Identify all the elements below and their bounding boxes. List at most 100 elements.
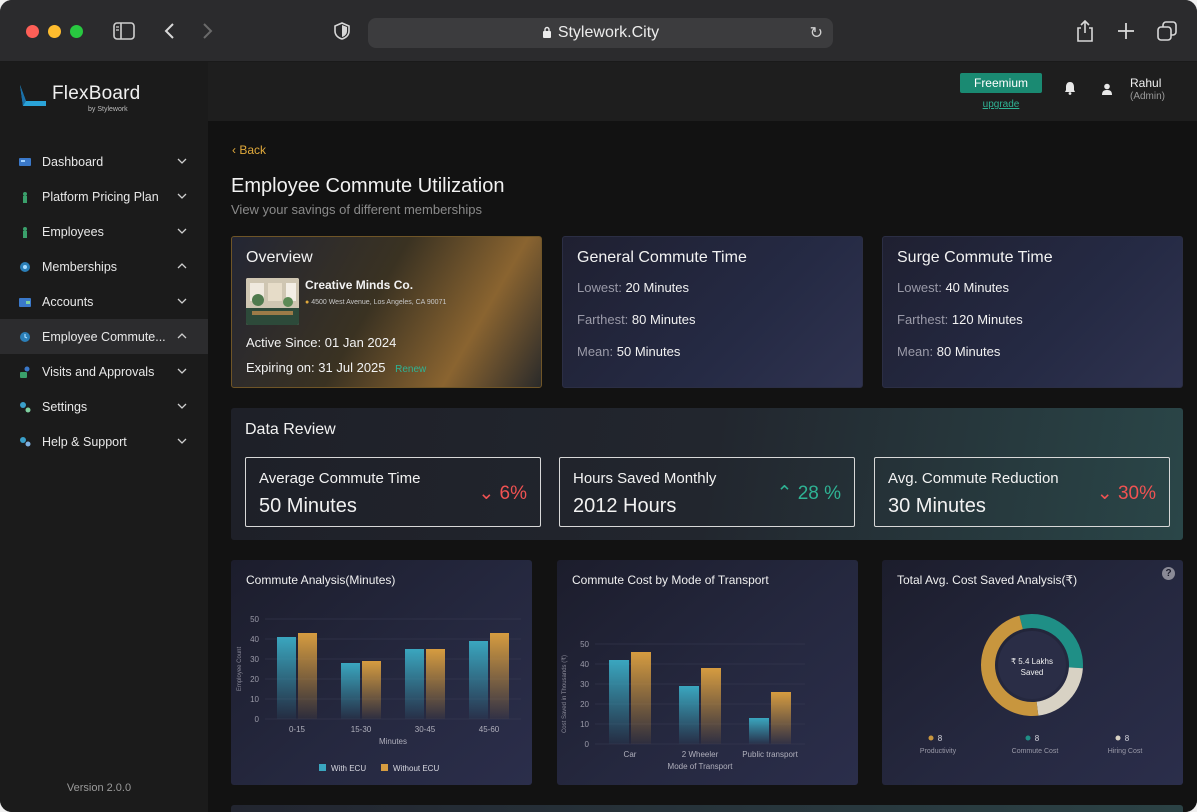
x-tick-label: 2 Wheeler bbox=[682, 750, 719, 759]
general-mean: Mean: 50 Minutes bbox=[577, 344, 680, 359]
question-icon[interactable]: ? bbox=[1162, 567, 1175, 580]
sidebar-item-label: Visits and Approvals bbox=[42, 364, 155, 379]
renew-link[interactable]: Renew bbox=[395, 364, 427, 375]
browser-toolbar: Stylework.City ↻ bbox=[0, 0, 1197, 62]
maximize-window-button[interactable] bbox=[70, 25, 83, 38]
mean-value: 80 Minutes bbox=[936, 344, 1001, 359]
new-tab-icon[interactable] bbox=[1114, 19, 1138, 43]
y-tick-label: 30 bbox=[580, 680, 589, 689]
address-bar[interactable]: Stylework.City ↻ bbox=[368, 18, 833, 48]
bar-without-ecu bbox=[490, 633, 509, 719]
y-tick-label: 10 bbox=[580, 720, 589, 729]
legend-label: Productivity bbox=[920, 748, 957, 755]
sidebar-item-visits-and-approvals[interactable]: Visits and Approvals bbox=[0, 354, 208, 389]
chevron-down-icon: ⌄ bbox=[1096, 483, 1113, 504]
expiring-value: 31 Jul 2025 bbox=[318, 360, 386, 375]
sidebar-item-label: Settings bbox=[42, 399, 88, 414]
share-icon[interactable] bbox=[1073, 19, 1097, 43]
active-since-label: Active Since: bbox=[246, 335, 322, 350]
general-farthest: Farthest: 80 Minutes bbox=[577, 312, 696, 327]
surge-commute-title: Surge Commute Time bbox=[897, 249, 1053, 266]
y-tick-label: 50 bbox=[580, 640, 589, 649]
legend-value: 8 bbox=[938, 734, 943, 743]
user-icon[interactable] bbox=[1101, 82, 1113, 100]
data-review-section: Data Review Average Commute Time 50 Minu… bbox=[231, 408, 1183, 540]
data-review-title: Data Review bbox=[245, 421, 336, 438]
legend-value: 8 bbox=[1035, 734, 1040, 743]
x-tick-label: Car bbox=[624, 750, 637, 759]
sidebar-item-accounts[interactable]: Accounts bbox=[0, 284, 208, 319]
sidebar-item-settings[interactable]: Settings bbox=[0, 389, 208, 424]
donut-slice-hiring-cost bbox=[1036, 667, 1083, 716]
metric-change-value: 6% bbox=[499, 483, 527, 504]
legend-dot bbox=[928, 735, 934, 741]
reload-icon[interactable]: ↻ bbox=[809, 25, 823, 42]
y-tick-label: 50 bbox=[250, 615, 259, 624]
sidebar-item-employees[interactable]: Employees bbox=[0, 214, 208, 249]
chevron-down-icon bbox=[177, 438, 187, 444]
chart-title: Commute Cost by Mode of Transport bbox=[572, 573, 769, 587]
legend-dot bbox=[1115, 735, 1121, 741]
bar-with-ecu bbox=[405, 649, 424, 719]
donut-center-caption: Saved bbox=[1021, 668, 1044, 677]
flexboard-logo[interactable]: FlexBoard by Stylework bbox=[18, 81, 178, 115]
donut-center bbox=[998, 631, 1066, 699]
sidebar-item-employee-commute[interactable]: Employee Commute... bbox=[0, 319, 208, 354]
back-label: Back bbox=[239, 143, 267, 157]
browser-back-icon[interactable] bbox=[157, 19, 181, 43]
settings-icon bbox=[19, 401, 31, 413]
donut-slice-commute-cost bbox=[1019, 614, 1083, 669]
sidebar-item-help-support[interactable]: Help & Support bbox=[0, 424, 208, 459]
sidebar-item-memberships[interactable]: Memberships bbox=[0, 249, 208, 284]
sidebar-toggle-icon[interactable] bbox=[112, 19, 136, 43]
shield-icon[interactable] bbox=[330, 19, 354, 43]
farthest-label: Farthest: bbox=[897, 312, 949, 327]
sidebar-item-label: Dashboard bbox=[42, 154, 104, 169]
address-text: 4500 West Avenue, Los Angeles, CA 90071 bbox=[311, 299, 447, 306]
metric-value: 30 Minutes bbox=[888, 495, 986, 517]
bar-without-ecu bbox=[298, 633, 317, 719]
commute-analysis-chart-card: Commute Analysis(Minutes) 0 10 20 30 40 50 0-1… bbox=[231, 560, 532, 785]
general-lowest: Lowest: 20 Minutes bbox=[577, 280, 689, 295]
commute-cost-chart-card: Commute Cost by Mode of Transport 0 10 20 3… bbox=[557, 560, 858, 785]
legend-swatch-with-ecu bbox=[319, 764, 326, 771]
sidebar-item-label: Memberships bbox=[42, 259, 118, 274]
dashboard-icon bbox=[19, 156, 31, 168]
surge-mean: Mean: 80 Minutes bbox=[897, 344, 1000, 359]
bar-with-ecu bbox=[609, 660, 629, 744]
x-tick-label: 0-15 bbox=[289, 725, 306, 734]
legend-swatch-without-ecu bbox=[381, 764, 388, 771]
legend-label-with-ecu: With ECU bbox=[331, 764, 366, 773]
location-pin-icon: ● bbox=[305, 299, 310, 306]
tab-overview-icon[interactable] bbox=[1155, 19, 1179, 43]
bar-with-ecu bbox=[469, 641, 488, 719]
mean-value: 50 Minutes bbox=[616, 344, 681, 359]
close-window-button[interactable] bbox=[26, 25, 39, 38]
version-label: Version 2.0.0 bbox=[66, 782, 132, 794]
upgrade-link[interactable]: upgrade bbox=[982, 99, 1020, 110]
farthest-value: 80 Minutes bbox=[631, 312, 696, 327]
chevron-down-icon bbox=[177, 368, 187, 374]
legend-value: 8 bbox=[1125, 734, 1130, 743]
bell-icon[interactable] bbox=[1064, 81, 1076, 100]
sidebar-item-dashboard[interactable]: Dashboard bbox=[0, 144, 208, 179]
farthest-label: Farthest: bbox=[577, 312, 629, 327]
y-axis-label: Employee Count bbox=[237, 646, 243, 691]
metric-average-commute-time: Average Commute Time 50 Minutes ⌄ 6% bbox=[245, 457, 541, 527]
mean-label: Mean: bbox=[577, 344, 614, 359]
metric-label: Avg. Commute Reduction bbox=[888, 470, 1059, 487]
x-axis-label: Minutes bbox=[379, 737, 407, 746]
sidebar-item-platform-pricing-plan[interactable]: Platform Pricing Plan bbox=[0, 179, 208, 214]
minimize-window-button[interactable] bbox=[48, 25, 61, 38]
user-name[interactable]: Rahul bbox=[1130, 76, 1162, 90]
cost-saved-donut-chart: ₹ 5.4 Lakhs Saved 8 Productivity 8 Commute Co… bbox=[920, 614, 1142, 755]
expiring-on: Expiring on: 31 Jul 2025 Renew bbox=[246, 360, 426, 375]
metric-value: 2012 Hours bbox=[573, 495, 677, 517]
bar-without-ecu bbox=[631, 652, 651, 744]
metric-change: ⌃ 28 % bbox=[776, 482, 841, 505]
app-header: Freemium upgrade Rahul (Admin) bbox=[208, 62, 1197, 121]
browser-forward-icon[interactable] bbox=[196, 19, 220, 43]
back-link[interactable]: ‹ Back bbox=[232, 143, 266, 157]
chevron-down-icon bbox=[177, 298, 187, 304]
bar-with-ecu bbox=[679, 686, 699, 744]
